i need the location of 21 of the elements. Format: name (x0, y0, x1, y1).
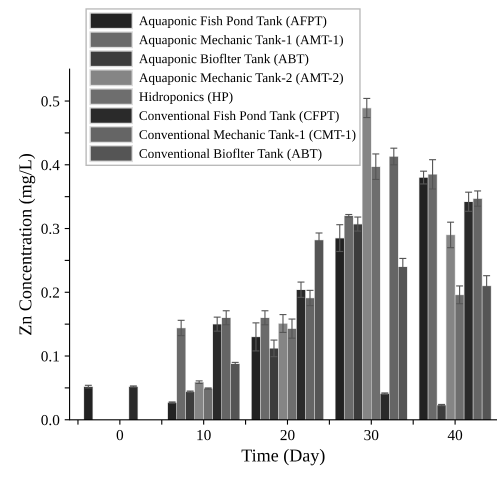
legend-label: Conventional Fish Pond Tank (CFPT) (139, 110, 339, 123)
legend-label: Aquaponic Fish Pond Tank (AFPT) (139, 16, 326, 28)
legend-label: Aquaponic Bioflter Tank (ABT) (139, 54, 308, 66)
y-tick-label: 0.0 (41, 414, 60, 426)
legend-label: Conventional Mechanic Tank-1 (CMT-1) (139, 130, 356, 142)
x-tick-label: 30 (364, 430, 378, 440)
y-axis-title: Zn Concentration (mg/L) (18, 154, 36, 335)
legend-label: Hidroponics (HP) (139, 92, 232, 104)
y-tick-label: 0.1 (41, 351, 59, 362)
x-axis-title: Time (Day) (242, 448, 325, 466)
y-tick-label: 0.5 (41, 96, 60, 107)
x-tick-label: 10 (197, 430, 211, 440)
x-tick-label: 40 (448, 430, 462, 440)
x-tick-label: 20 (280, 430, 295, 440)
legend-label: Conventional Bioflter Tank (ABT) (139, 148, 322, 161)
y-tick-label: 0.3 (41, 224, 60, 234)
legend-label: Aquaponic Mechanic Tank-2 (AMT-2) (139, 72, 343, 85)
y-tick-label: 0.2 (41, 287, 60, 298)
y-tick-label: 0.4 (41, 160, 60, 170)
x-tick-label: 0 (116, 430, 124, 440)
legend-label: Aquaponic Mechanic Tank-1 (AMT-1) (139, 34, 343, 47)
